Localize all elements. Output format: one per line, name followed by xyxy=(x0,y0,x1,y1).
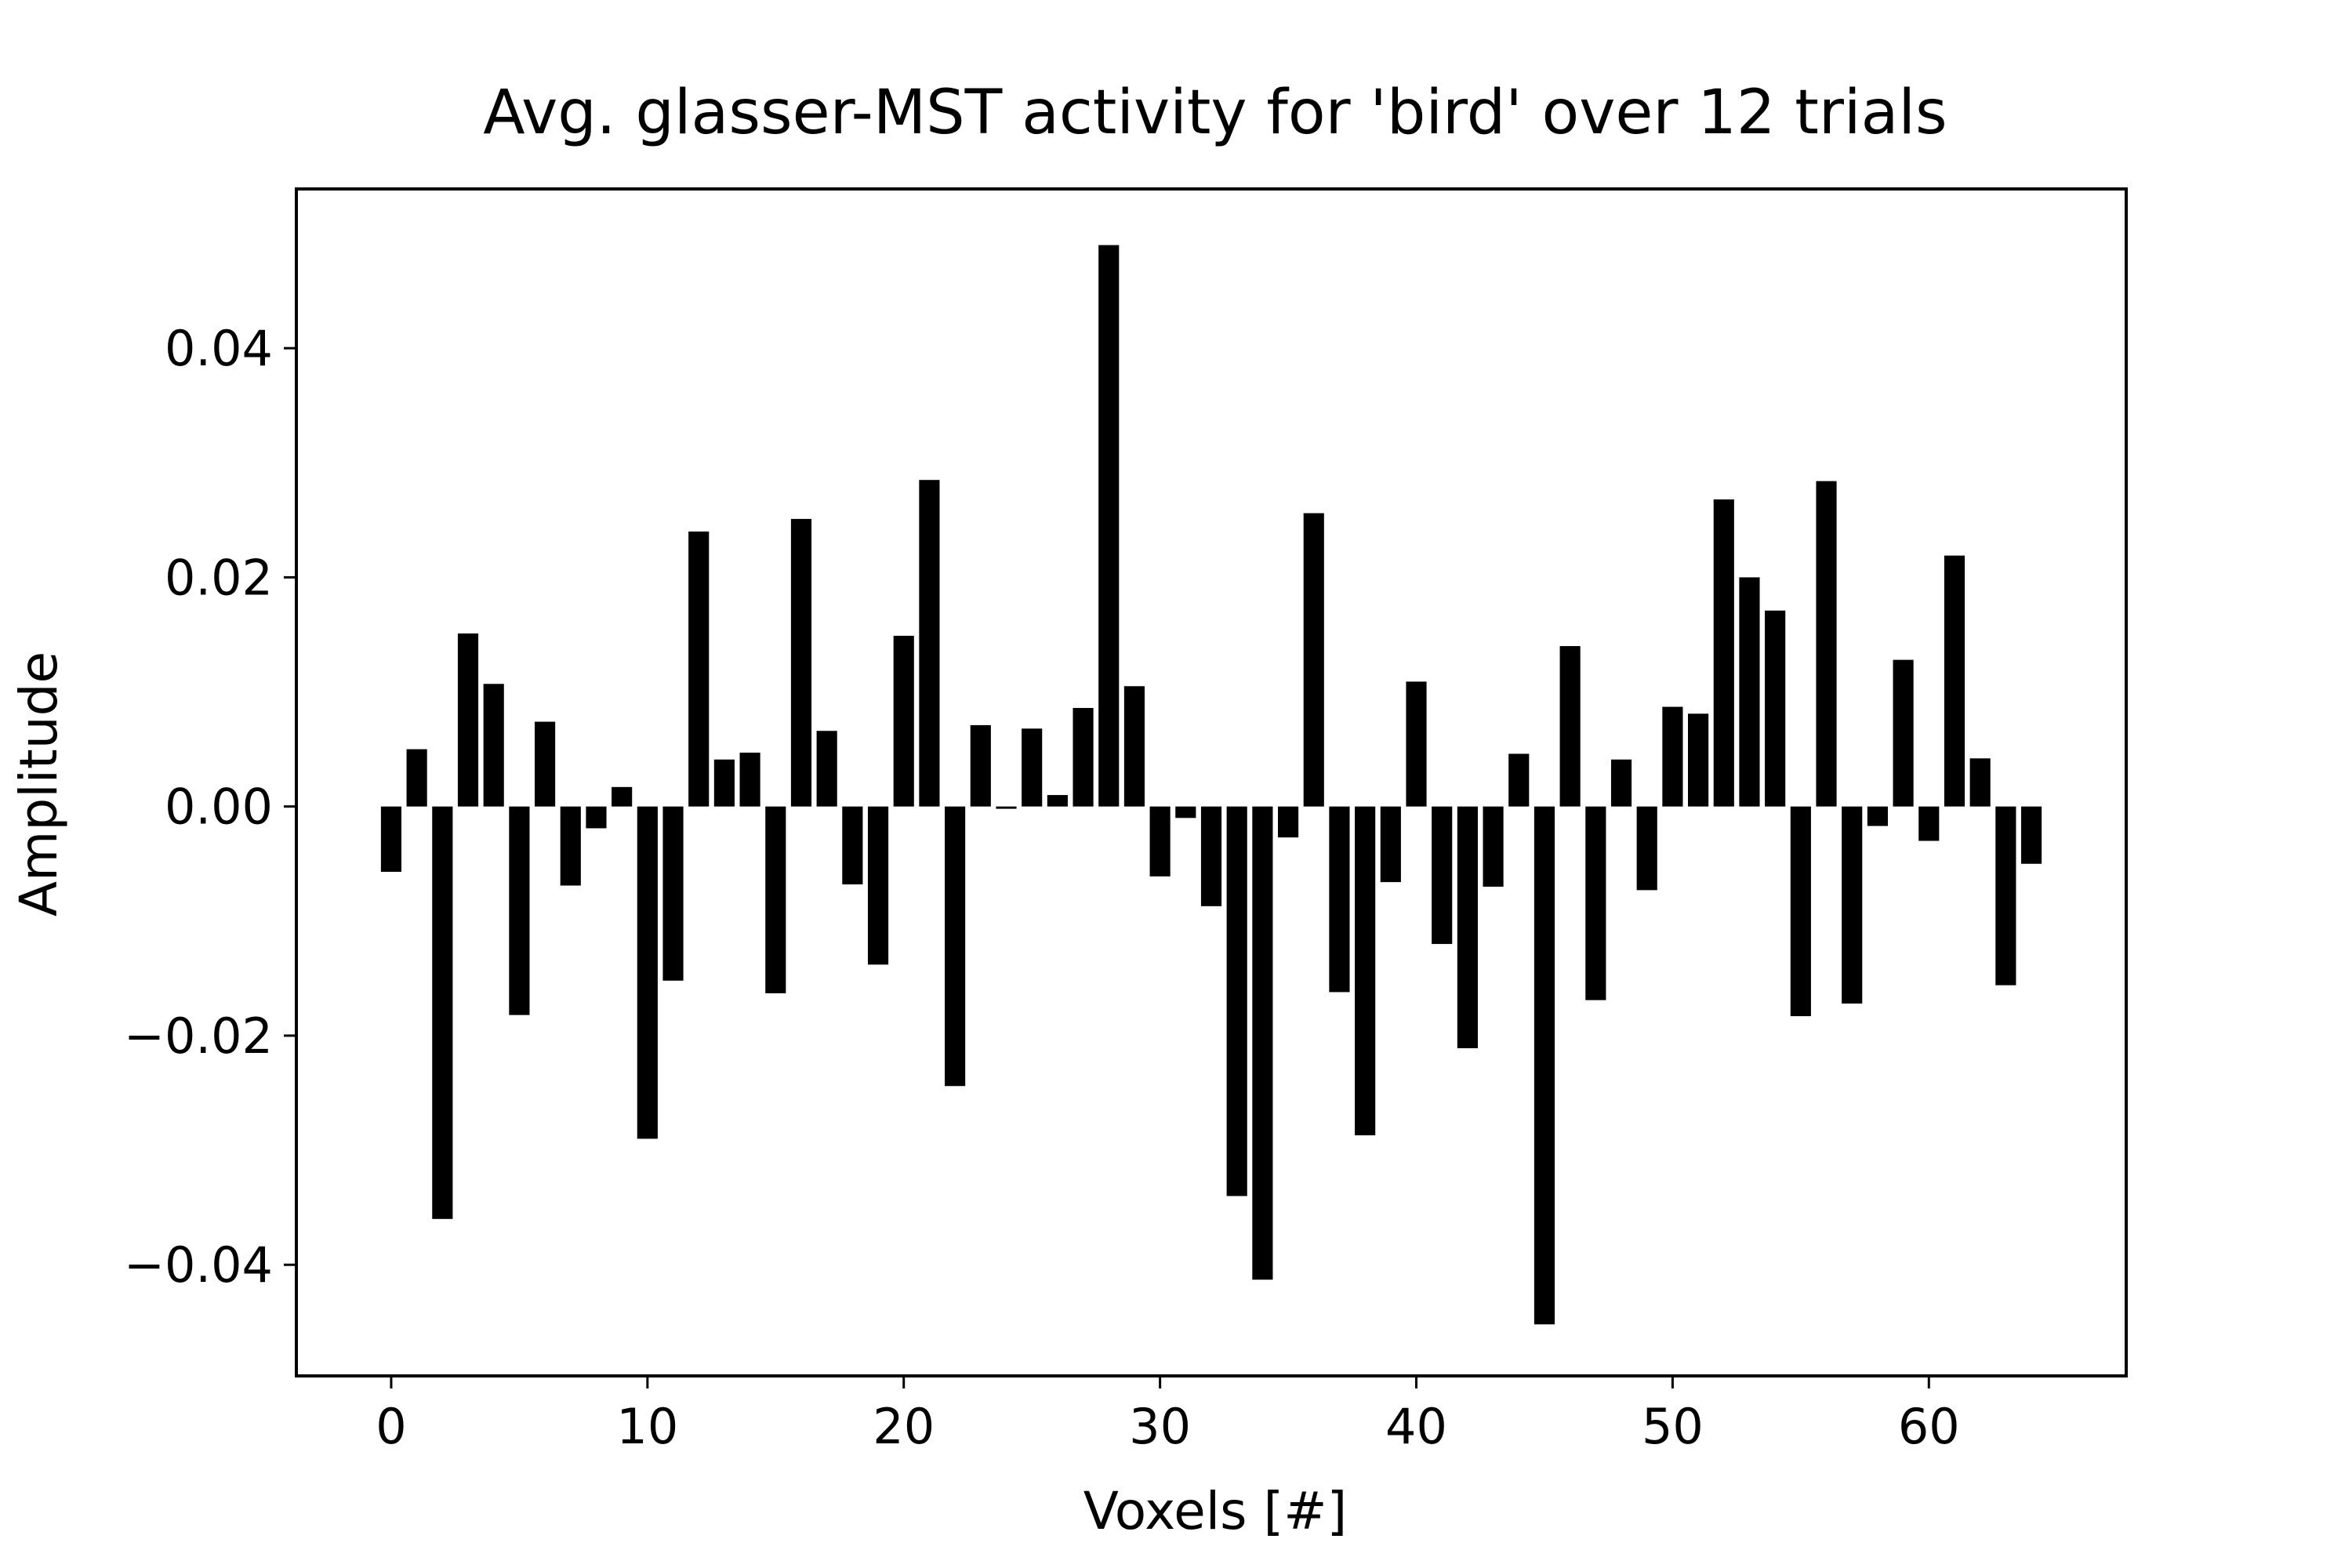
bar-voxel-9 xyxy=(612,786,633,807)
bar-voxel-62 xyxy=(1969,758,1991,807)
bar-voxel-19 xyxy=(867,806,889,965)
bar-series xyxy=(380,245,2042,1325)
bar-voxel-13 xyxy=(713,759,735,807)
bar-voxel-23 xyxy=(970,724,991,807)
x-tick-label: 60 xyxy=(1898,1398,1960,1455)
y-tick-label: 0.02 xyxy=(165,549,273,606)
y-axis-label: Amplitude xyxy=(9,652,69,916)
bar-voxel-8 xyxy=(586,806,607,829)
x-tick-label: 50 xyxy=(1642,1398,1704,1455)
bar-voxel-39 xyxy=(1380,806,1401,883)
bar-voxel-14 xyxy=(739,753,760,807)
bar-voxel-15 xyxy=(765,806,786,993)
bar-voxel-43 xyxy=(1483,806,1504,887)
bar-voxel-4 xyxy=(483,684,504,807)
bar-voxel-63 xyxy=(1995,806,2016,985)
bar-voxel-50 xyxy=(1662,706,1683,807)
bar-voxel-10 xyxy=(637,806,658,1139)
bar-voxel-28 xyxy=(1098,245,1120,807)
bar-voxel-17 xyxy=(816,731,837,807)
y-axis-ticks: 0.04 0.02 0.00 −0.02 −0.04 xyxy=(124,320,296,1294)
bar-voxel-57 xyxy=(1842,806,1863,1004)
bar-voxel-12 xyxy=(688,531,710,807)
bar-voxel-33 xyxy=(1226,806,1247,1196)
bar-voxel-49 xyxy=(1636,806,1657,891)
x-axis-label: Voxels [#] xyxy=(1083,1481,1348,1541)
bar-voxel-44 xyxy=(1508,753,1530,807)
y-tick-label: 0.04 xyxy=(165,320,273,377)
x-tick-label: 0 xyxy=(376,1398,406,1455)
bar-voxel-5 xyxy=(509,806,530,1015)
bar-voxel-21 xyxy=(919,480,940,807)
plot-area-frame xyxy=(295,187,2128,1377)
bar-voxel-16 xyxy=(790,518,812,807)
bar-voxel-51 xyxy=(1688,713,1709,807)
bar-voxel-20 xyxy=(893,635,914,807)
bar-voxel-41 xyxy=(1432,806,1453,945)
bar-voxel-59 xyxy=(1893,659,1914,807)
bar-voxel-55 xyxy=(1790,806,1811,1017)
bar-voxel-25 xyxy=(1022,728,1043,807)
bar-voxel-47 xyxy=(1585,806,1606,1000)
bar-voxel-48 xyxy=(1610,759,1632,807)
bar-voxel-46 xyxy=(1559,646,1581,807)
bar-voxel-60 xyxy=(1918,806,1940,841)
bar-voxel-53 xyxy=(1739,577,1760,807)
bar-voxel-3 xyxy=(457,633,479,807)
bar-voxel-52 xyxy=(1713,499,1734,807)
bar-voxel-36 xyxy=(1303,513,1324,807)
bar-voxel-7 xyxy=(560,806,581,886)
bar-voxel-64 xyxy=(2020,806,2042,864)
chart-title: Avg. glasser-MST activity for 'bird' ove… xyxy=(483,78,1947,148)
x-tick-label: 20 xyxy=(873,1398,935,1455)
bar-voxel-26 xyxy=(1047,795,1068,807)
bar-voxel-30 xyxy=(1149,806,1171,877)
bar-voxel-24 xyxy=(996,806,1017,809)
bar-voxel-45 xyxy=(1534,806,1555,1325)
bar-voxel-6 xyxy=(535,721,556,807)
bar-voxel-61 xyxy=(1944,555,1965,807)
y-tick-label: −0.02 xyxy=(124,1007,273,1065)
x-axis-ticks: 0 10 20 30 40 50 60 xyxy=(376,1376,1960,1455)
bar-voxel-0 xyxy=(380,806,402,872)
bar-voxel-54 xyxy=(1765,610,1786,807)
y-tick-label: 0.00 xyxy=(165,779,273,836)
bar-voxel-22 xyxy=(945,806,966,1087)
bar-voxel-38 xyxy=(1355,806,1376,1136)
bar-voxel-37 xyxy=(1329,806,1350,993)
bar-voxel-34 xyxy=(1252,806,1273,1280)
bar-voxel-40 xyxy=(1406,681,1427,807)
bar-voxel-29 xyxy=(1123,686,1145,807)
x-tick-label: 10 xyxy=(616,1398,678,1455)
bar-voxel-35 xyxy=(1277,806,1299,838)
bar-voxel-1 xyxy=(406,749,427,807)
x-tick-label: 30 xyxy=(1129,1398,1191,1455)
bar-voxel-11 xyxy=(662,806,684,981)
bar-voxel-18 xyxy=(842,806,863,885)
bar-voxel-58 xyxy=(1867,806,1888,826)
bar-voxel-42 xyxy=(1457,806,1478,1049)
bar-voxel-31 xyxy=(1175,806,1196,818)
y-tick-label: −0.04 xyxy=(124,1236,273,1294)
x-tick-label: 40 xyxy=(1385,1398,1447,1455)
bar-voxel-2 xyxy=(432,806,453,1219)
bar-voxel-56 xyxy=(1816,481,1837,807)
bar-voxel-27 xyxy=(1073,708,1094,807)
bar-voxel-32 xyxy=(1200,806,1222,906)
